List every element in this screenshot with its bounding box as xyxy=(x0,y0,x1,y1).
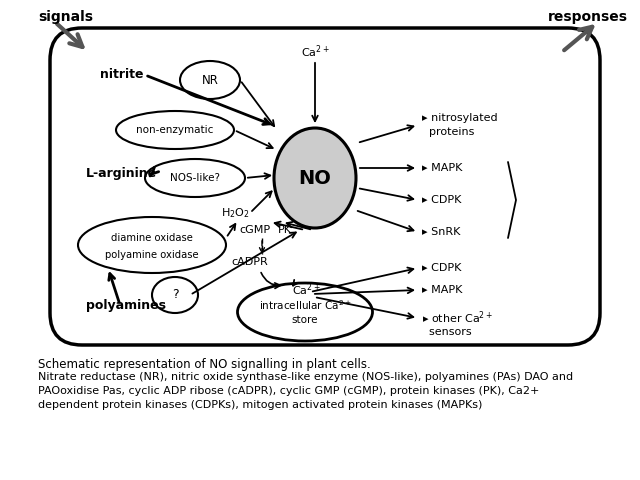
Text: ?: ? xyxy=(172,288,179,301)
Text: intracellular Ca$^{2+}$: intracellular Ca$^{2+}$ xyxy=(259,298,351,312)
Text: Schematic representation of NO signalling in plant cells.: Schematic representation of NO signallin… xyxy=(38,358,371,371)
Text: diamine oxidase: diamine oxidase xyxy=(111,233,193,243)
Ellipse shape xyxy=(180,61,240,99)
Text: ▸ MAPK: ▸ MAPK xyxy=(422,163,462,173)
Text: ▸ SnRK: ▸ SnRK xyxy=(422,227,460,237)
FancyArrowPatch shape xyxy=(261,273,280,288)
Text: cADPR: cADPR xyxy=(231,257,268,267)
Text: signals: signals xyxy=(38,10,93,24)
Text: ▸ other Ca$^{2+}$: ▸ other Ca$^{2+}$ xyxy=(422,310,493,326)
Text: dependent protein kinases (CDPKs), mitogen activated protein kinases (MAPKs): dependent protein kinases (CDPKs), mitog… xyxy=(38,400,483,410)
Text: responses: responses xyxy=(548,10,628,24)
Text: PK: PK xyxy=(278,225,292,235)
FancyBboxPatch shape xyxy=(50,28,600,345)
Text: non-enzymatic: non-enzymatic xyxy=(136,125,214,135)
Text: ▸ CDPK: ▸ CDPK xyxy=(422,195,461,205)
Ellipse shape xyxy=(116,111,234,149)
Text: store: store xyxy=(292,315,318,325)
Text: Ca$^{2+}$: Ca$^{2+}$ xyxy=(292,282,321,298)
Text: NR: NR xyxy=(202,73,218,86)
Text: NOS-like?: NOS-like? xyxy=(170,173,220,183)
Text: Nitrate reductase (NR), nitric oxide synthase-like enzyme (NOS-like), polyamines: Nitrate reductase (NR), nitric oxide syn… xyxy=(38,372,573,382)
Text: nitrite: nitrite xyxy=(100,69,143,82)
Text: Ca$^{2+}$: Ca$^{2+}$ xyxy=(301,44,330,60)
Text: ▸ MAPK: ▸ MAPK xyxy=(422,285,462,295)
Ellipse shape xyxy=(152,277,198,313)
Text: ▸ CDPK: ▸ CDPK xyxy=(422,263,461,273)
Text: L-arginine: L-arginine xyxy=(86,168,157,180)
Text: polyamines: polyamines xyxy=(86,299,166,312)
Text: proteins: proteins xyxy=(422,127,474,137)
Ellipse shape xyxy=(274,128,356,228)
Text: H$_2$O$_2$: H$_2$O$_2$ xyxy=(221,206,250,220)
Ellipse shape xyxy=(237,283,372,341)
Text: ▸ nitrosylated: ▸ nitrosylated xyxy=(422,113,498,123)
Text: NO: NO xyxy=(299,168,332,188)
Ellipse shape xyxy=(78,217,226,273)
Text: PAOoxidise Pas, cyclic ADP ribose (cADPR), cyclic GMP (cGMP), protein kinases (P: PAOoxidise Pas, cyclic ADP ribose (cADPR… xyxy=(38,386,540,396)
Text: cGMP: cGMP xyxy=(239,225,270,235)
Ellipse shape xyxy=(145,159,245,197)
Text: sensors: sensors xyxy=(422,327,472,337)
Text: polyamine oxidase: polyamine oxidase xyxy=(105,250,199,260)
